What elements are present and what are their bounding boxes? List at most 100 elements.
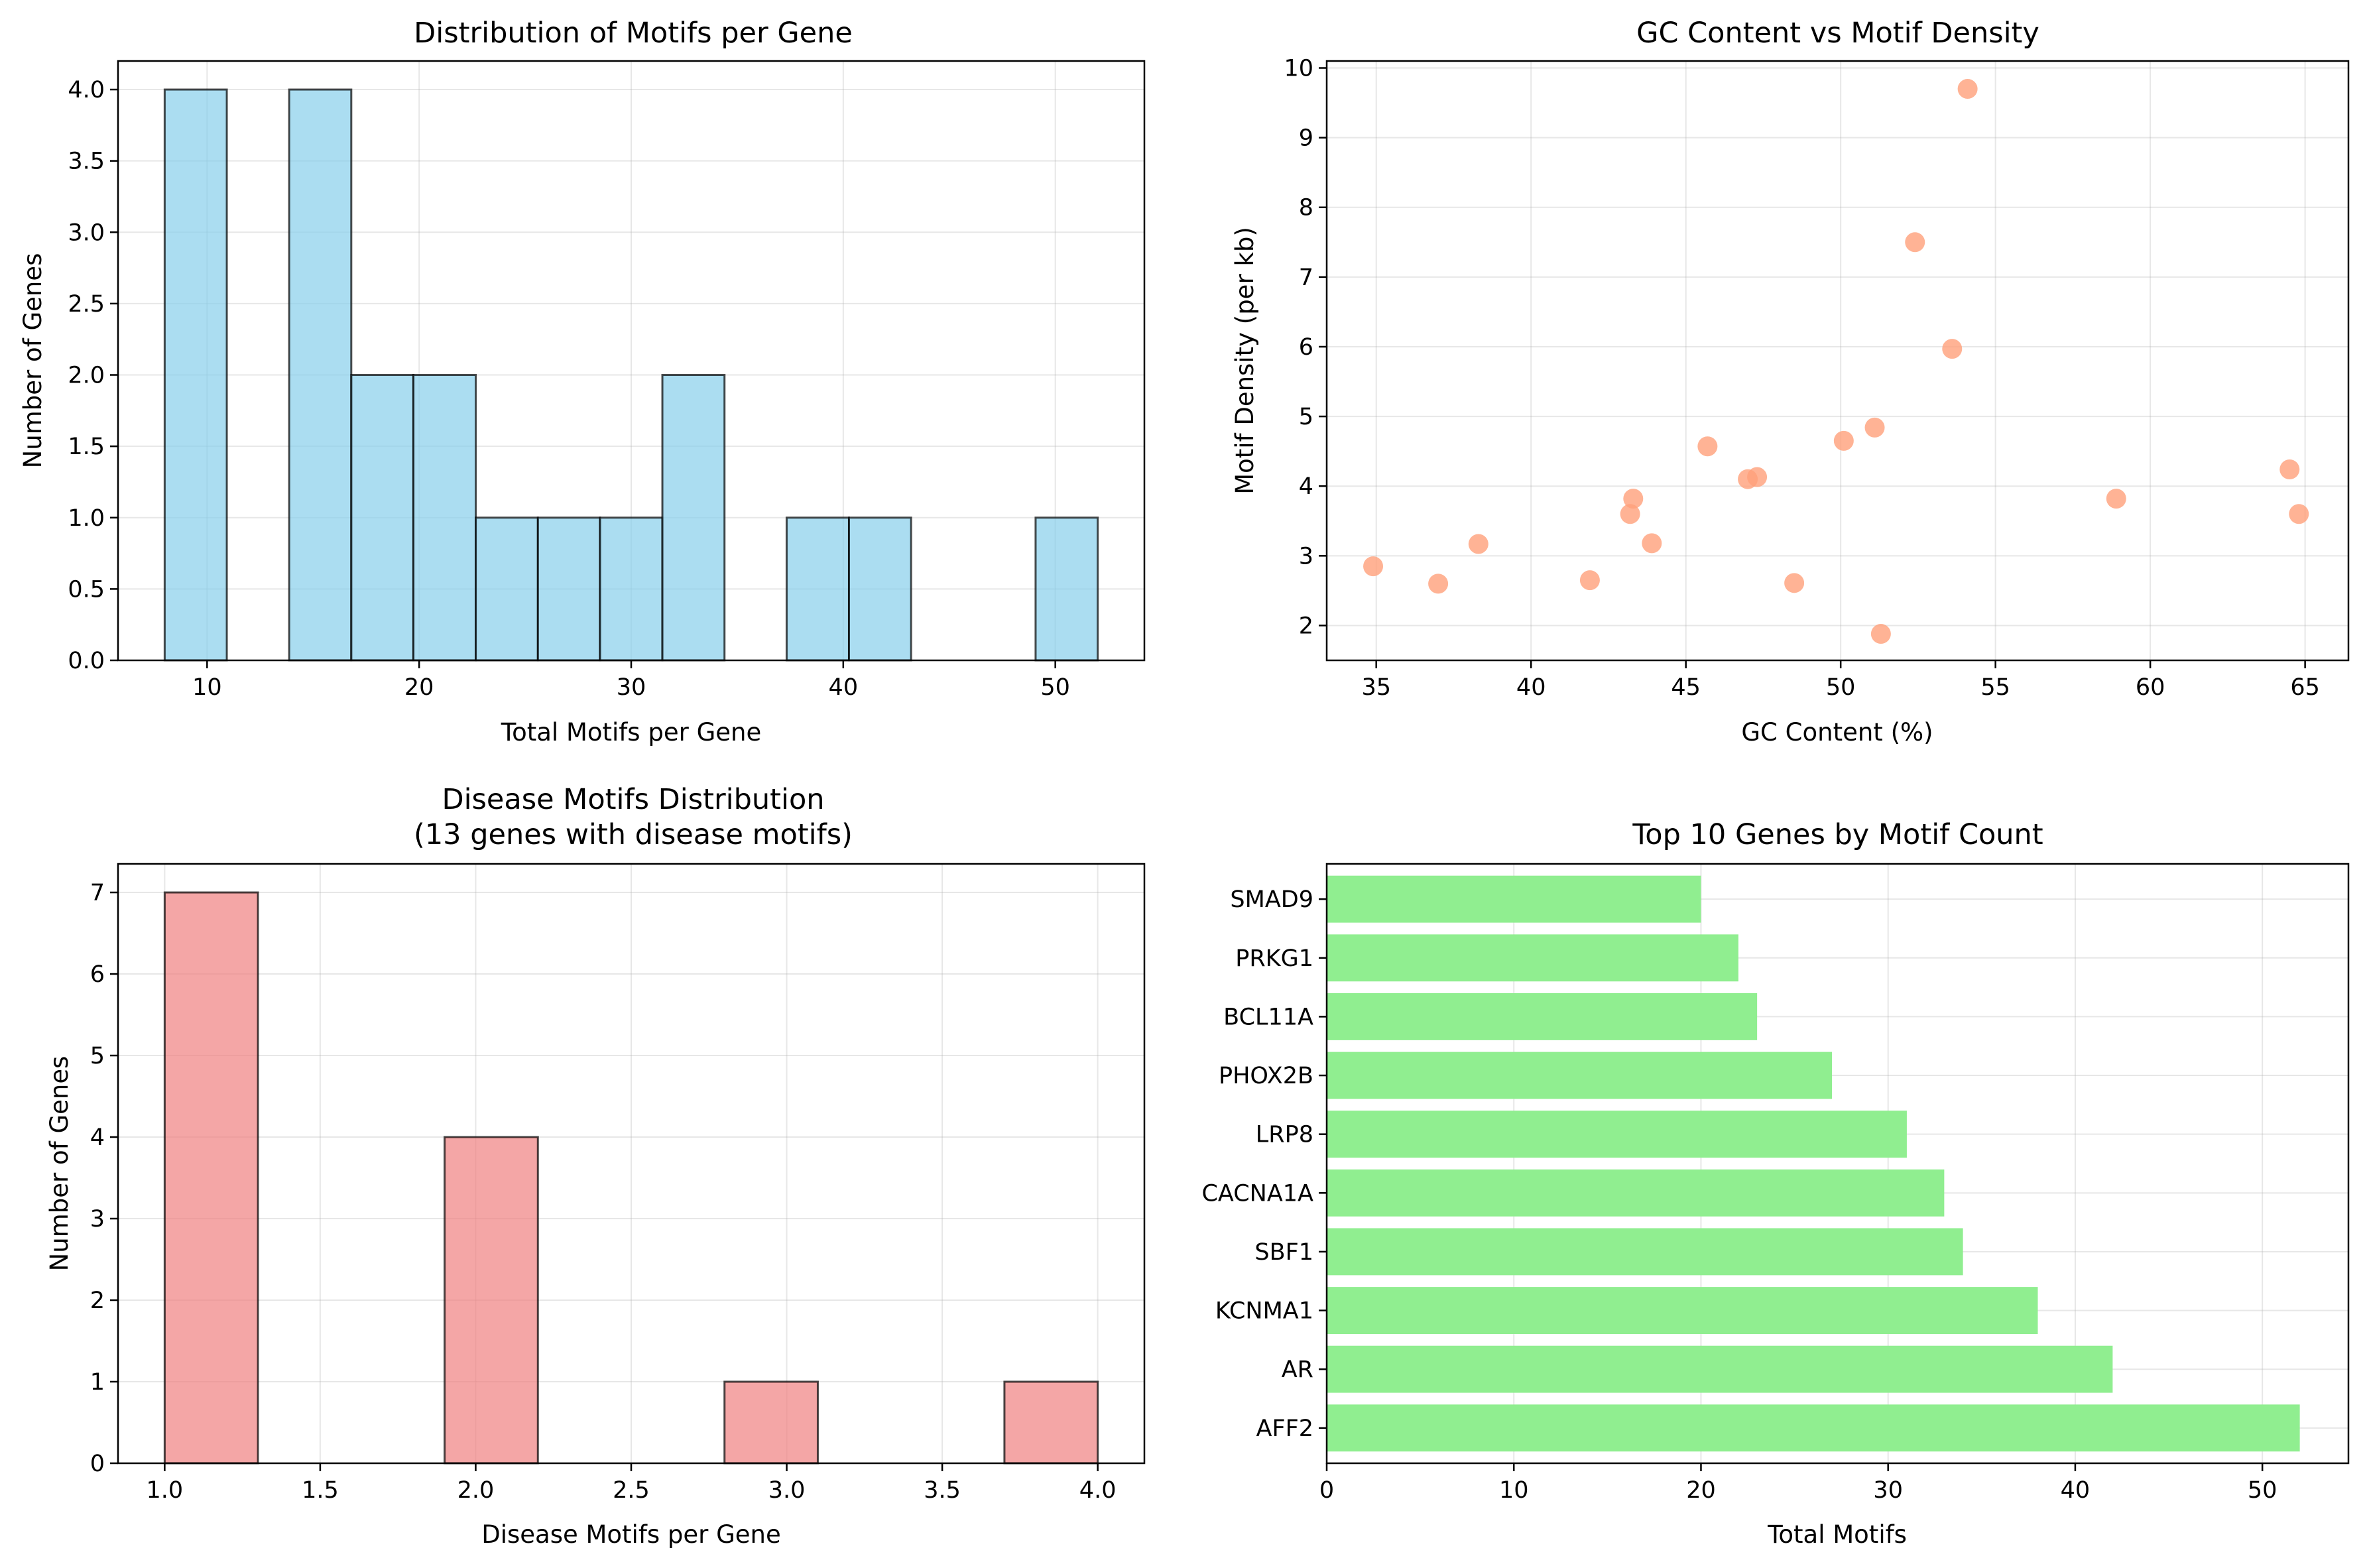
chart-title: GC Content vs Motif Density <box>1636 17 2039 50</box>
y-tick-label: 3.0 <box>68 219 105 246</box>
gene-bar <box>1327 993 1758 1040</box>
gene-bar <box>1327 1111 1907 1158</box>
x-tick-label: 20 <box>404 674 434 701</box>
y-tick-label: SBF1 <box>1254 1239 1313 1266</box>
x-tick-label: 3.5 <box>924 1477 961 1504</box>
gene-bar <box>1327 934 1738 982</box>
y-tick-label: 5 <box>1299 404 1313 430</box>
scatter-point <box>1697 436 1718 457</box>
histogram-bar <box>412 374 477 662</box>
scatter-point <box>1428 573 1449 594</box>
histogram-bar <box>1034 516 1099 662</box>
scatter-point <box>1864 417 1885 438</box>
y-tick-label: KCNMA1 <box>1215 1298 1313 1325</box>
x-tick-label: 4.0 <box>1079 1477 1117 1504</box>
histogram-bar <box>847 516 912 662</box>
histogram-bar <box>1003 1380 1099 1465</box>
x-tick-label: 1.5 <box>302 1477 339 1504</box>
histogram-disease-motifs: Disease Motifs Distribution (13 genes wi… <box>45 783 1146 1549</box>
x-tick-label: 65 <box>2290 674 2320 701</box>
x-tick-label: 40 <box>1516 674 1546 701</box>
scatter-point <box>1579 570 1600 591</box>
histogram-motifs-per-gene: Distribution of Motifs per Gene 10 20 30 40… <box>19 17 1146 747</box>
histogram-bar <box>536 516 601 662</box>
y-tick-label: AR <box>1282 1357 1313 1383</box>
y-tick-label: PRKG1 <box>1235 945 1313 972</box>
histogram-bar <box>163 891 259 1465</box>
x-axis-label: GC Content (%) <box>1741 718 1933 747</box>
barh-top-genes: Top 10 Genes by Motif Count 0 10 20 30 40 50 A… <box>1201 818 2350 1549</box>
y-tick-label: BCL11A <box>1223 1004 1313 1030</box>
y-tick-label: 1 <box>90 1369 105 1396</box>
y-tick-label: 0.0 <box>68 648 105 674</box>
scatter-point <box>1942 339 1963 359</box>
chart-title: Top 10 Genes by Motif Count <box>1632 818 2043 851</box>
gene-bar <box>1327 1287 2038 1335</box>
y-axis-label: Number of Genes <box>45 1056 74 1272</box>
y-tick-label: 9 <box>1299 125 1313 152</box>
scatter-point <box>2279 459 2300 479</box>
x-tick-label: 30 <box>1873 1477 1903 1504</box>
y-tick-label: 0.5 <box>68 576 105 603</box>
gene-bar <box>1327 1404 2300 1452</box>
y-tick-label: SMAD9 <box>1230 886 1313 913</box>
scatter-point <box>1784 573 1805 593</box>
histogram-bar <box>785 516 850 662</box>
x-tick-label: 50 <box>1826 674 1856 701</box>
gene-bar <box>1327 1052 1833 1099</box>
x-tick-label: 2.5 <box>613 1477 650 1504</box>
y-tick-label: 10 <box>1284 56 1313 82</box>
y-tick-label: 2 <box>1299 613 1313 639</box>
y-tick-label: 1.0 <box>68 505 105 532</box>
y-tick-label: 7 <box>1299 265 1313 291</box>
gene-bar <box>1327 875 1701 923</box>
y-axis-label: Number of Genes <box>19 253 47 469</box>
scatter-point <box>1642 533 1662 554</box>
x-tick-label: 50 <box>1040 674 1070 701</box>
y-tick-label: 2.5 <box>68 291 105 318</box>
scatter-point <box>1870 624 1891 644</box>
histogram-bar <box>350 374 415 662</box>
histogram-bar <box>723 1380 819 1465</box>
scatter-point <box>1468 534 1488 554</box>
chart-title: Disease Motifs Distribution <box>442 783 824 816</box>
x-tick-label: 1.0 <box>147 1477 184 1504</box>
y-tick-label: 2.0 <box>68 363 105 389</box>
y-axis-label: Motif Density (per kb) <box>1231 227 1259 495</box>
x-tick-label: 45 <box>1671 674 1701 701</box>
y-tick-label: 8 <box>1299 195 1313 221</box>
scatter-point <box>2106 489 2126 509</box>
x-axis-label: Total Motifs <box>1767 1520 1907 1549</box>
scatter-point <box>1620 504 1640 524</box>
gene-bar <box>1327 1169 1945 1217</box>
histogram-bar <box>475 516 539 662</box>
x-tick-label: 10 <box>1499 1477 1529 1504</box>
x-tick-label: 2.0 <box>457 1477 495 1504</box>
x-axis-label: Disease Motifs per Gene <box>481 1520 781 1549</box>
x-tick-label: 35 <box>1361 674 1391 701</box>
y-tick-label: 7 <box>90 880 105 906</box>
y-tick-label: 0 <box>90 1451 105 1477</box>
x-axis-label: Total Motifs per Gene <box>501 718 761 747</box>
y-tick-label: 4 <box>90 1124 105 1151</box>
y-tick-label: 3 <box>1299 543 1313 570</box>
chart-subtitle: (13 genes with disease motifs) <box>414 818 853 851</box>
y-tick-label: 3 <box>90 1206 105 1233</box>
y-tick-label: 3.5 <box>68 149 105 175</box>
y-tick-label: 5 <box>90 1043 105 1069</box>
scatter-point <box>1747 467 1768 487</box>
y-tick-label: 1.5 <box>68 434 105 460</box>
x-tick-label: 50 <box>2248 1477 2277 1504</box>
scatter-point <box>1363 556 1384 577</box>
gene-bar <box>1327 1345 2113 1393</box>
y-tick-label: 6 <box>1299 334 1313 361</box>
y-tick-label: 4.0 <box>68 77 105 103</box>
scatter-point <box>1833 430 1854 451</box>
x-tick-label: 30 <box>617 674 646 701</box>
x-tick-label: 60 <box>2136 674 2165 701</box>
x-tick-label: 40 <box>2061 1477 2091 1504</box>
histogram-bar <box>444 1136 539 1465</box>
y-tick-label: 2 <box>90 1288 105 1314</box>
x-tick-label: 10 <box>192 674 222 701</box>
scatter-point <box>1623 489 1644 509</box>
